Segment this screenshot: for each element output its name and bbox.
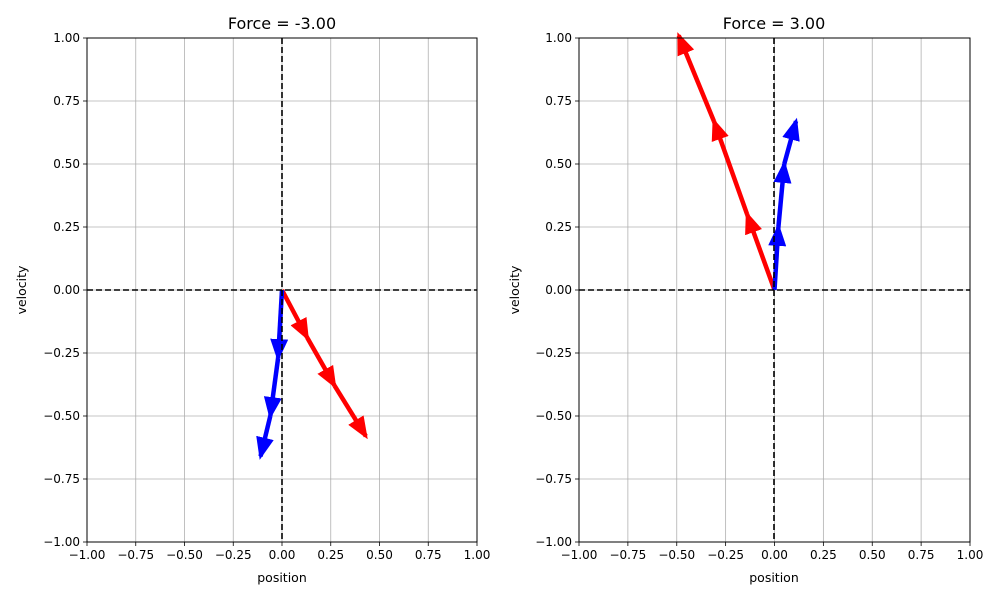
arrow-series-1-2 xyxy=(256,415,274,460)
arrow-series-1-0 xyxy=(768,223,787,291)
arrow-series-1-1 xyxy=(773,160,792,228)
ticks: −1.00 −0.75 −0.50 −0.25 0.00 0.25 0.50 0.75 1.00… xyxy=(535,31,983,562)
axes-frame xyxy=(86,37,478,543)
y-tick-label: −0.75 xyxy=(43,472,80,486)
x-tick-label: 0.75 xyxy=(415,548,442,562)
y-tick-label: −0.75 xyxy=(535,472,572,486)
y-tick-label: −1.00 xyxy=(535,535,572,549)
x-tick-label: −1.00 xyxy=(561,548,598,562)
arrow-series-0-0 xyxy=(745,211,777,291)
x-tick-label: 0.25 xyxy=(810,548,837,562)
y-tick-label: −1.00 xyxy=(43,535,80,549)
chart-title: Force = 3.00 xyxy=(723,14,826,33)
y-tick-label: 0.50 xyxy=(53,157,80,171)
axes-frame xyxy=(578,37,971,543)
y-tick-label: 1.00 xyxy=(545,31,572,45)
arrow-series-0-2 xyxy=(332,384,368,440)
arrows xyxy=(256,288,368,460)
y-tick-label: −0.50 xyxy=(535,409,572,423)
x-tick-label: −0.25 xyxy=(707,548,744,562)
x-tick-label: 1.00 xyxy=(957,548,984,562)
x-tick-label: 0.75 xyxy=(908,548,935,562)
y-tick-label: 0.75 xyxy=(53,94,80,108)
x-axis-label: position xyxy=(749,570,799,585)
panel-force-negative: Force = -3.00 −1.00 −0.75 −0.50 −0.25 0.00 0.… xyxy=(14,14,490,585)
x-tick-label: −0.75 xyxy=(117,548,154,562)
x-tick-label: 0.50 xyxy=(859,548,886,562)
ticks: −1.00 −0.75 −0.50 −0.25 0.00 0.25 0.50 0.75 1.00… xyxy=(43,31,490,562)
y-tick-label: 0.00 xyxy=(53,283,80,297)
arrow-series-1-2 xyxy=(782,117,800,165)
y-tick-label: 0.00 xyxy=(545,283,572,297)
chart-title: Force = -3.00 xyxy=(228,14,336,33)
arrow-series-0-2 xyxy=(676,32,716,123)
y-tick-label: 0.25 xyxy=(545,220,572,234)
y-tick-label: 0.75 xyxy=(545,94,572,108)
x-tick-label: 0.00 xyxy=(269,548,296,562)
arrow-series-0-1 xyxy=(711,117,750,216)
x-tick-label: 0.50 xyxy=(366,548,393,562)
arrow-series-0-1 xyxy=(305,336,337,389)
y-tick-label: 1.00 xyxy=(53,31,80,45)
x-tick-label: −0.75 xyxy=(609,548,646,562)
y-tick-label: −0.25 xyxy=(535,346,572,360)
y-tick-label: −0.50 xyxy=(43,409,80,423)
y-tick-label: −0.25 xyxy=(43,346,80,360)
x-tick-label: −0.25 xyxy=(215,548,252,562)
x-tick-label: 0.00 xyxy=(761,548,788,562)
arrows xyxy=(676,32,800,291)
x-tick-label: −0.50 xyxy=(166,548,203,562)
arrow-series-1-1 xyxy=(263,357,282,420)
x-tick-label: −0.50 xyxy=(658,548,695,562)
x-axis-label: position xyxy=(257,570,307,585)
y-tick-label: 0.50 xyxy=(545,157,572,171)
x-tick-label: 1.00 xyxy=(464,548,491,562)
x-tick-label: −1.00 xyxy=(69,548,106,562)
panel-force-positive: Force = 3.00 −1.00 −0.75 −0.50 −0.25 0.00 0.2… xyxy=(507,14,983,585)
y-axis-label: velocity xyxy=(14,265,29,314)
y-tick-label: 0.25 xyxy=(53,220,80,234)
x-tick-label: 0.25 xyxy=(317,548,344,562)
y-axis-label: velocity xyxy=(507,265,522,314)
arrow-series-0-0 xyxy=(280,288,310,342)
